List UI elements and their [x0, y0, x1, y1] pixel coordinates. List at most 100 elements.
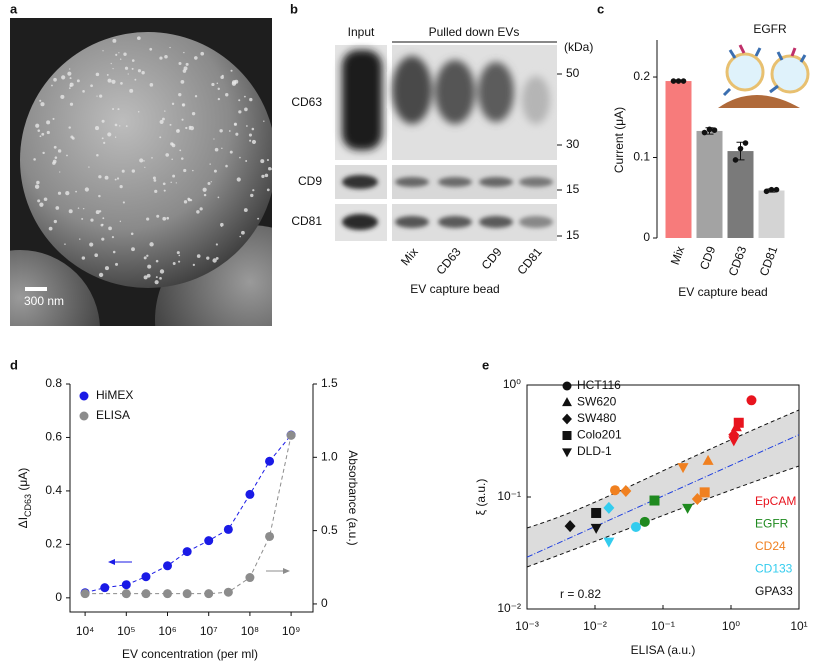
speckle: [137, 110, 140, 113]
speckle: [162, 216, 167, 221]
speckle: [164, 55, 168, 59]
speckle: [244, 107, 248, 112]
x-tick-label: 10⁰: [722, 619, 740, 633]
speckle: [236, 177, 241, 182]
row-label: CD63: [291, 95, 322, 109]
legend-marker: [562, 413, 572, 425]
legend-marker: [79, 411, 89, 421]
x-axis-label: ELISA (a.u.): [631, 643, 696, 657]
speckle: [163, 189, 166, 192]
speckle: [65, 190, 70, 196]
point: [701, 129, 708, 136]
speckle: [154, 280, 159, 285]
speckle: [196, 254, 201, 258]
speckle: [39, 99, 42, 102]
legend-label: EGFR: [755, 517, 789, 531]
bar: [665, 81, 692, 238]
speckle: [194, 95, 198, 98]
speckle: [124, 66, 129, 70]
speckle: [203, 193, 207, 197]
speckle: [115, 53, 118, 56]
speckle: [214, 147, 219, 152]
speckle: [96, 95, 98, 97]
speckle: [228, 130, 231, 132]
legend-marker: [562, 381, 572, 391]
legend-label: Colo201: [577, 428, 622, 442]
speckle: [57, 191, 62, 195]
y-tick-label: 0.6: [45, 430, 62, 444]
speckle: [119, 184, 123, 189]
speckle: [271, 168, 272, 170]
point: [728, 436, 740, 447]
panel-label: d: [10, 357, 18, 372]
point: [737, 145, 744, 152]
series-line: [84, 434, 292, 594]
point: [732, 157, 739, 163]
speckle: [81, 256, 86, 260]
speckle: [238, 110, 242, 114]
bar: [758, 190, 785, 238]
x-tick-label: 10⁻¹: [651, 619, 675, 633]
speckle: [39, 135, 42, 138]
speckle: [82, 207, 85, 210]
legend-label: SW620: [577, 395, 617, 409]
speckle: [118, 52, 120, 54]
speckle: [191, 111, 196, 116]
lane-label: CD81: [514, 245, 545, 278]
speckle: [143, 160, 145, 162]
speckle: [76, 79, 80, 83]
point: [245, 489, 255, 499]
speckle: [39, 202, 44, 207]
point: [121, 589, 131, 599]
speckle: [187, 197, 190, 201]
speckle: [215, 243, 218, 246]
point: [763, 188, 770, 195]
speckle: [121, 169, 125, 173]
speckle: [55, 206, 60, 210]
speckle: [166, 216, 170, 220]
speckle: [200, 51, 205, 56]
speckle: [245, 160, 248, 162]
speckle: [152, 176, 156, 180]
x-tick-label: 10⁴: [76, 624, 95, 638]
speckle: [146, 273, 151, 278]
speckle: [136, 36, 141, 41]
speckle: [147, 264, 152, 269]
speckle: [183, 168, 187, 173]
point: [603, 501, 615, 514]
point: [590, 523, 602, 534]
point: [121, 580, 131, 590]
speckle: [68, 126, 71, 129]
x-tick-label: 10⁶: [158, 624, 176, 638]
row-label: CD81: [291, 214, 322, 228]
speckle: [159, 269, 165, 274]
speckle: [153, 179, 157, 182]
axes: [69, 384, 314, 613]
speckle: [268, 167, 272, 171]
speckle: [230, 69, 233, 72]
point: [141, 589, 151, 599]
sem-image: [10, 18, 272, 326]
speckle: [180, 157, 184, 160]
point: [649, 495, 660, 506]
speckle: [61, 75, 66, 80]
speckle: [52, 117, 55, 120]
speckle: [84, 187, 89, 192]
speckle: [108, 226, 112, 231]
speckle: [233, 122, 238, 126]
speckle: [112, 250, 116, 254]
y-axis-label: ξ (a.u.): [474, 479, 488, 516]
speckle: [263, 120, 265, 122]
x-tick-label: 10⁷: [200, 624, 218, 638]
speckle: [103, 141, 106, 144]
point: [699, 487, 710, 498]
x-axis-label: EV capture bead: [678, 285, 767, 299]
legend-label: HiMEX: [96, 388, 133, 402]
legend-marker: [562, 448, 572, 458]
speckle: [217, 196, 220, 199]
y-axis-label-part: (μA): [16, 468, 30, 494]
speckle: [70, 82, 72, 85]
speckle: [54, 156, 58, 159]
speckle: [131, 67, 134, 70]
speckle: [219, 129, 223, 133]
